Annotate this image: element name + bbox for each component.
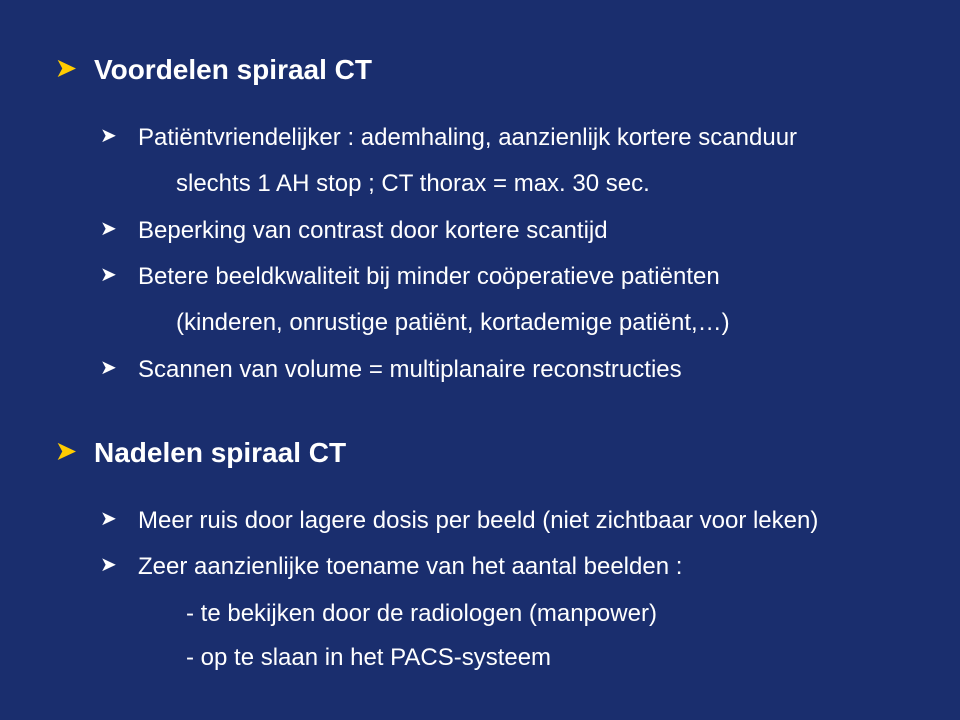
heading-text: Voordelen spiraal CT: [94, 54, 372, 85]
bullet-text: Zeer aanzienlijke toename van het aantal…: [138, 553, 682, 580]
subline-text: (kinderen, onrustige patiënt, kortademig…: [176, 309, 730, 336]
section-heading-advantages: Voordelen spiraal CT: [56, 48, 904, 93]
dash-subitem: - op te slaan in het PACS-systeem: [186, 639, 904, 677]
section-heading-disadvantages: Nadelen spiraal CT: [56, 431, 904, 476]
bullet-text: Beperking van contrast door kortere scan…: [138, 217, 608, 244]
bullet-item: Scannen van volume = multiplanaire recon…: [100, 351, 904, 389]
bullet-text: Betere beeldkwaliteit bij minder coöpera…: [138, 263, 720, 290]
bullet-subtext: (kinderen, onrustige patiënt, kortademig…: [176, 304, 904, 342]
bullet-text: Scannen van volume = multiplanaire recon…: [138, 356, 682, 383]
subline-text: slechts 1 AH stop ; CT thorax = max. 30 …: [176, 170, 650, 197]
bullet-item: Beperking van contrast door kortere scan…: [100, 212, 904, 250]
dash-text: - te bekijken door de radiologen (manpow…: [186, 600, 657, 627]
heading-text: Nadelen spiraal CT: [94, 437, 346, 468]
bullet-item: Meer ruis door lagere dosis per beeld (n…: [100, 502, 904, 540]
bullet-item: Patiëntvriendelijker : ademhaling, aanzi…: [100, 119, 904, 157]
dash-subitem: - te bekijken door de radiologen (manpow…: [186, 595, 904, 633]
dash-text: - op te slaan in het PACS-systeem: [186, 644, 551, 671]
bullet-text: Meer ruis door lagere dosis per beeld (n…: [138, 507, 818, 534]
bullet-item: Zeer aanzienlijke toename van het aantal…: [100, 548, 904, 586]
bullet-item: Betere beeldkwaliteit bij minder coöpera…: [100, 258, 904, 296]
bullet-text: Patiëntvriendelijker : ademhaling, aanzi…: [138, 124, 797, 151]
slide-container: Voordelen spiraal CT Patiëntvriendelijke…: [0, 0, 960, 720]
bullet-subtext: slechts 1 AH stop ; CT thorax = max. 30 …: [176, 165, 904, 203]
